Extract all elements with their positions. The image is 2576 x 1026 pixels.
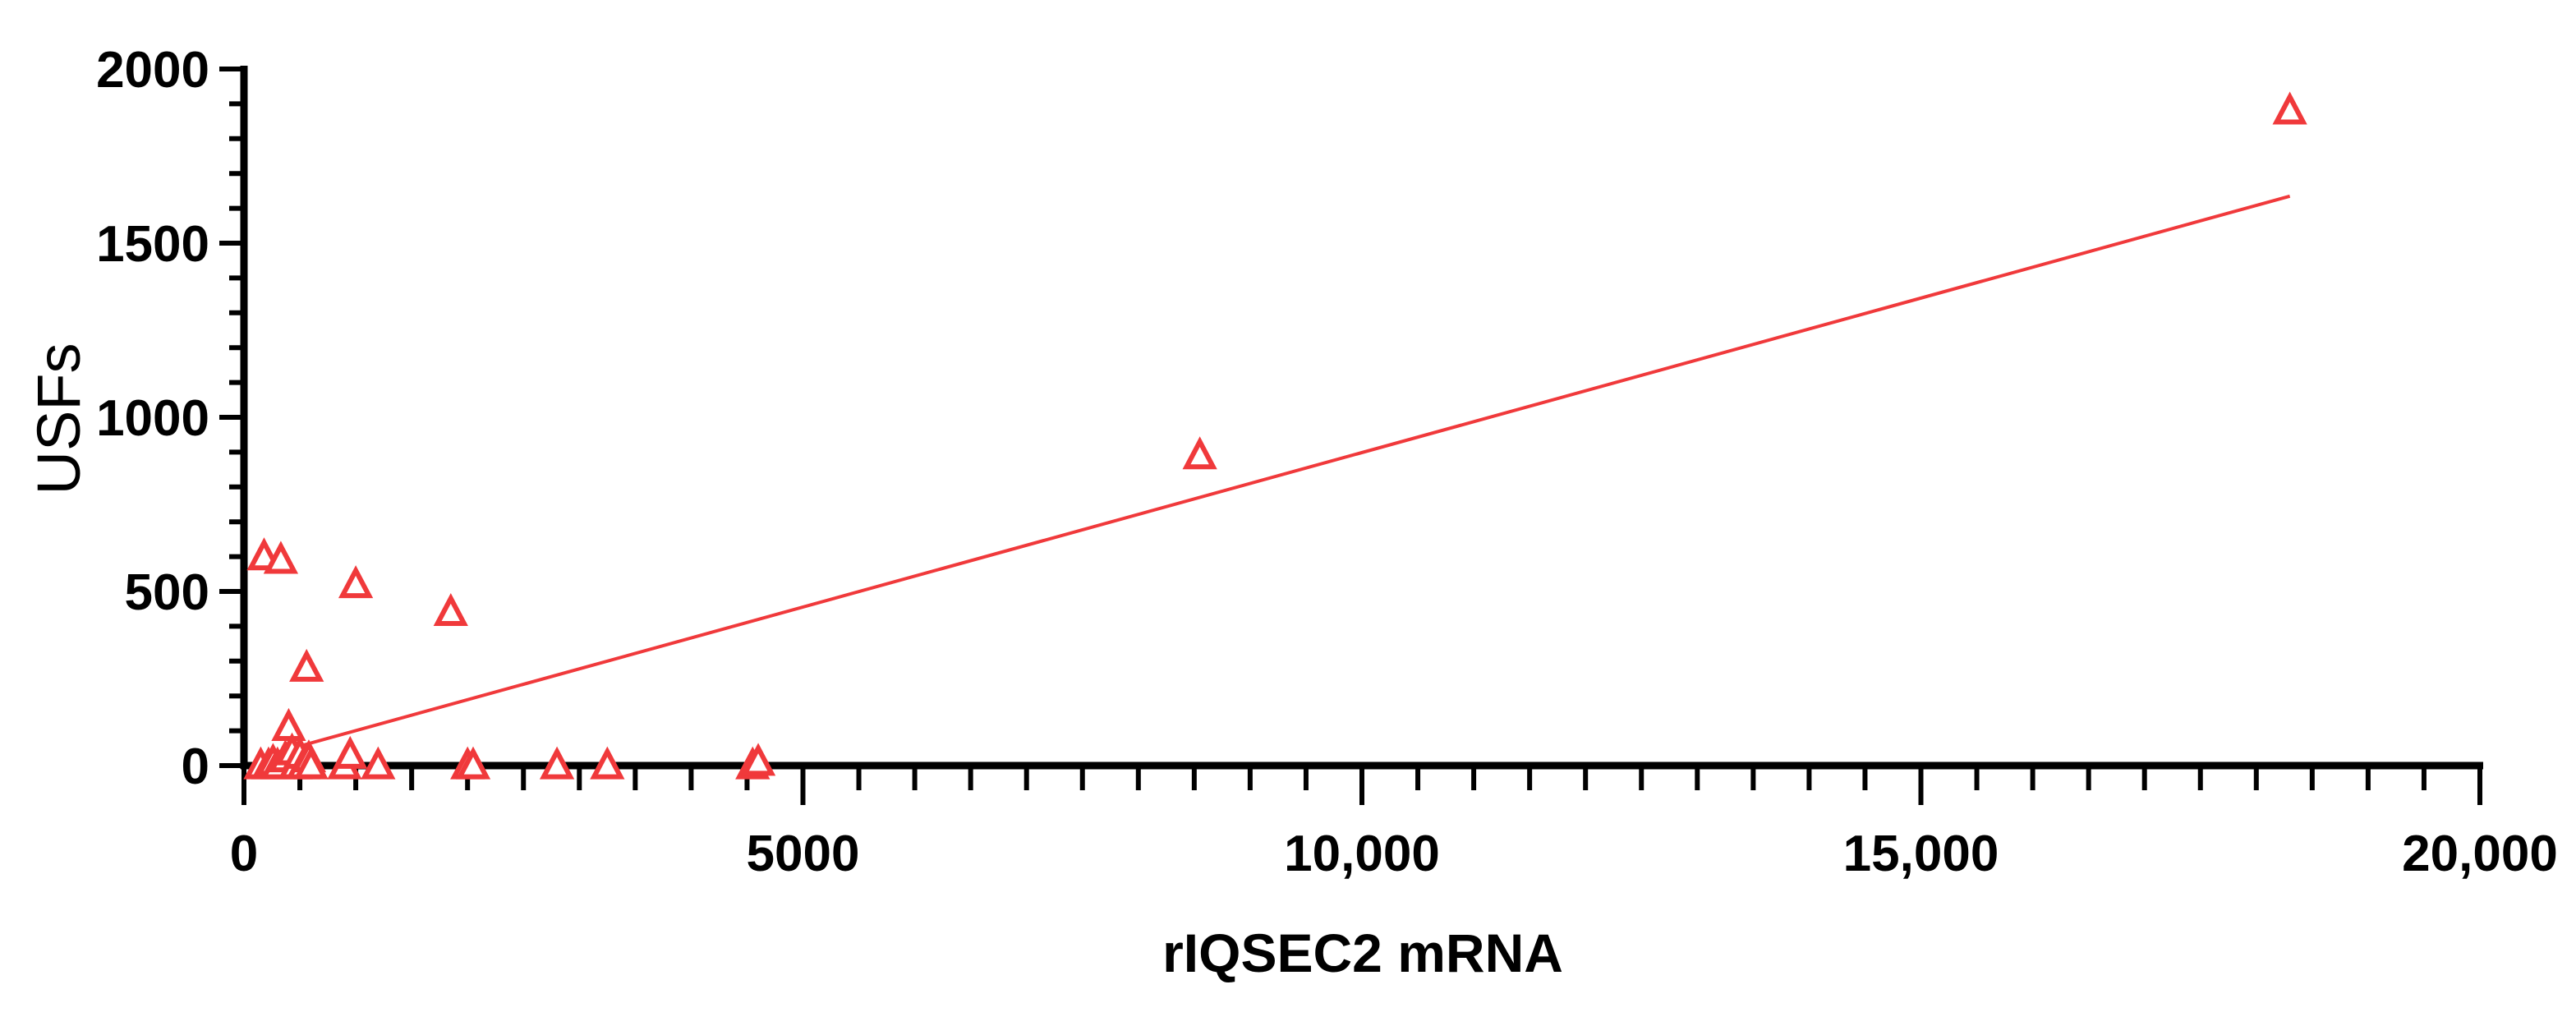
x-tick-label: 15,000 — [1843, 826, 1999, 882]
y-tick-label: 500 — [125, 564, 209, 621]
x-tick-label: 5000 — [747, 826, 860, 882]
y-tick-label: 1000 — [96, 390, 209, 447]
data-point — [590, 746, 625, 780]
tick-labels: 0 5000 10,000 15,000 20,000 0 500 1000 1500 2000 — [96, 42, 2558, 882]
data-point — [263, 541, 299, 574]
fit-line-layer — [260, 194, 2291, 759]
regression-line — [260, 194, 2291, 759]
x-axis-title: rIQSEC2 mRNA — [1162, 922, 1563, 983]
data-points — [243, 91, 2307, 780]
data-point — [539, 746, 575, 780]
data-point — [289, 648, 324, 682]
y-axis-title: USFs — [25, 343, 93, 495]
y-tick-label: 2000 — [96, 42, 209, 99]
data-point — [2272, 91, 2307, 125]
x-tick-label: 10,000 — [1284, 826, 1440, 882]
data-point — [1182, 436, 1217, 470]
data-point — [293, 746, 329, 780]
x-tick-label: 20,000 — [2402, 826, 2558, 882]
data-point — [433, 593, 468, 627]
data-point — [361, 746, 396, 780]
y-tick-label: 0 — [182, 738, 209, 795]
data-point — [333, 735, 368, 769]
y-tick-label: 1500 — [96, 216, 209, 273]
data-point — [338, 565, 374, 599]
axes — [219, 66, 2483, 805]
x-tick-label: 0 — [230, 826, 258, 882]
data-point — [740, 743, 776, 776]
data-point — [455, 746, 491, 780]
data-point — [271, 707, 306, 741]
